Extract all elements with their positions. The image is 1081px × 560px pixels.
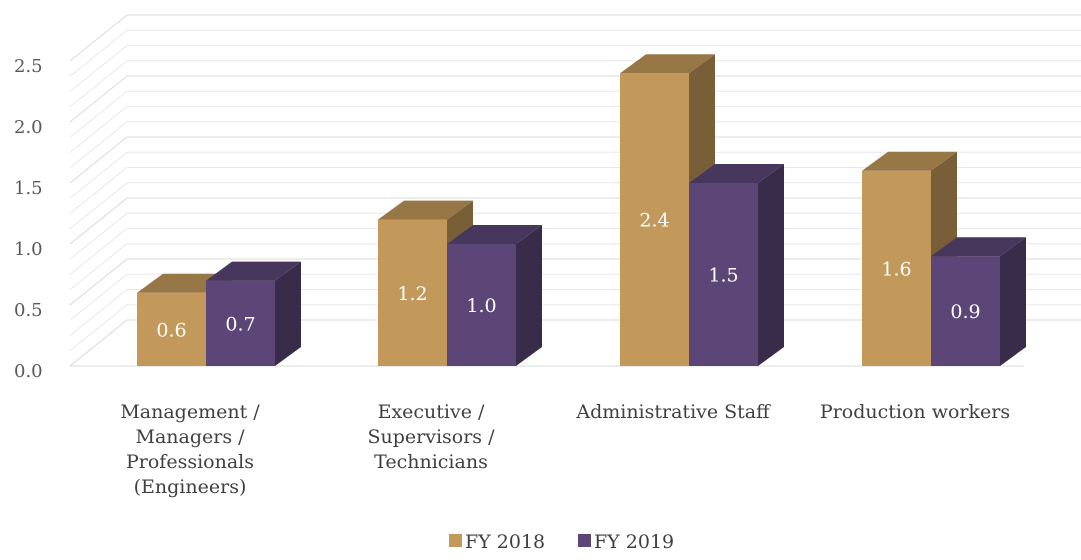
gridline-side [69,106,128,153]
y-tick-label: 2.5 [14,56,43,77]
bar-side [1000,237,1026,366]
bar-side [275,261,301,366]
bar: 0.7 [206,261,301,366]
gridline-side [69,304,128,352]
gridline-side [69,273,128,321]
bar-top [620,54,715,74]
gridline-side [69,29,128,77]
gridline-side [69,121,128,169]
y-tick-label: 1.0 [14,239,43,260]
bar-front [620,73,689,366]
data-label: 0.7 [225,313,255,335]
gridline-side [69,197,128,245]
gridline-side [69,212,128,260]
bar-side [516,225,542,366]
y-tick-label: 2.0 [14,117,43,138]
data-label: 1.6 [881,258,911,280]
bar-side [758,164,784,366]
x-tick-label: Technicians [374,451,488,473]
gridline-side [69,319,128,367]
bar: 1.5 [689,164,784,366]
gridline-side [69,182,128,230]
gridline-side [69,75,128,123]
gridline-side [69,45,128,92]
data-label: 1.5 [708,265,738,287]
data-label: 2.4 [639,210,669,232]
bar-top [206,261,301,281]
bars: 0.6 1.2 2.4 1.6 0.7 1.0 1.5 0.9 [137,54,1026,366]
x-tick-label: Executive / [378,401,485,423]
gridline-side [69,60,128,108]
bar-top [862,151,957,171]
x-tick-label: Production workers [820,401,1010,423]
bar-top [931,237,1026,257]
bar-front [137,292,206,366]
legend-swatch [578,534,591,547]
bar: 0.9 [931,237,1026,366]
data-label: 0.6 [156,319,186,341]
data-label: 1.0 [466,295,496,317]
legend: FY 2018 FY 2019 [449,531,674,553]
x-tick-label: (Engineers) [134,476,247,498]
bar-front [689,183,758,366]
legend-swatch [449,534,462,547]
bar-front [206,280,275,366]
data-label: 0.9 [950,301,980,323]
y-tick-label: 0.0 [14,361,43,382]
x-tick-label: Supervisors / [367,426,495,448]
gridline-side [69,258,128,306]
bar-front [378,219,447,366]
gridline-side [69,243,128,291]
gridline-side [69,151,128,199]
y-tick-label: 0.5 [14,300,43,321]
gridline-side [69,228,128,275]
gridline-side [69,289,128,336]
x-tick-label: Professionals [126,451,254,473]
bar-front [447,244,516,366]
x-tick-label: Administrative Staff [575,401,771,423]
bar-top [378,200,473,220]
legend-label: FY 2018 [465,531,545,553]
y-axis: 0.0 0.5 1.0 1.5 2.0 2.5 [14,56,43,382]
data-label: 1.2 [397,283,427,305]
bar: 1.0 [447,225,542,366]
legend-label: FY 2019 [594,531,674,553]
y-tick-label: 1.5 [14,178,43,199]
bar-top [447,225,542,244]
bar-front [931,256,1000,366]
bar-top [689,164,784,183]
bar-front [862,170,931,366]
gridline-side [69,90,128,138]
gridline-side [69,136,128,184]
x-axis: Management / Managers / Professionals (Engi… [120,401,1010,498]
x-tick-label: Management / [120,401,260,423]
gridline-side [69,14,128,62]
gridline-side [69,167,128,214]
x-tick-label: Managers / [135,426,245,448]
